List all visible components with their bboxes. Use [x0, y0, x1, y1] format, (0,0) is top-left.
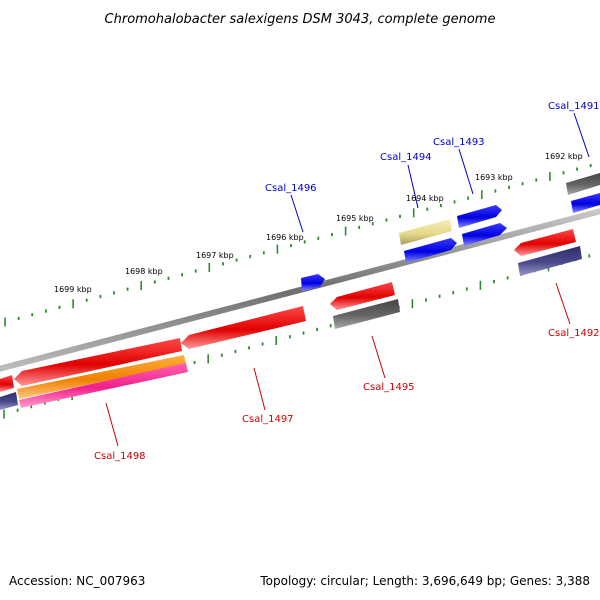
inner-ruler: [3, 254, 591, 419]
callout-line-1496: [290, 194, 304, 233]
callout-line-1495: [371, 335, 386, 379]
gene-label-csal-1494[interactable]: Csal_1494: [380, 152, 432, 163]
gene-label-csal-1491[interactable]: Csal_1491: [548, 101, 600, 112]
feature-navy[interactable]: [518, 246, 582, 276]
accession-text: Accession: NC_007963: [9, 574, 145, 588]
feature-gray[interactable]: [333, 299, 400, 329]
kbp-label-1695: 1695 kbp: [336, 214, 374, 223]
callout-line-1497: [253, 367, 266, 411]
callout-line-1492: [555, 282, 571, 325]
callout-line-1493: [458, 148, 474, 195]
callout-line-1494: [407, 164, 419, 209]
gene-blue-lower[interactable]: [462, 223, 507, 246]
gene-label-csal-1498[interactable]: Csal_1498: [94, 451, 146, 462]
feature-orange[interactable]: [17, 355, 186, 399]
genome-backbone: [0, 208, 600, 372]
gene-label-csal-1495[interactable]: Csal_1495: [363, 382, 415, 393]
gene-csal-1493[interactable]: [457, 205, 502, 228]
gene-csal-1498-red[interactable]: [14, 338, 182, 386]
feature-pink[interactable]: [19, 363, 188, 408]
kbp-label-1698: 1698 kbp: [125, 267, 163, 276]
gene-csal-1494[interactable]: [404, 238, 457, 263]
gene-label-csal-1492[interactable]: Csal_1492: [548, 328, 600, 339]
feature-khaki[interactable]: [399, 219, 452, 245]
callout-line-1491: [573, 112, 590, 158]
gene-csal-1497[interactable]: [181, 306, 306, 349]
gene-csal-1495-red[interactable]: [330, 282, 395, 310]
outer-ruler: [4, 163, 592, 327]
genome-summary-text: Topology: circular; Length: 3,696,649 bp…: [259, 574, 590, 588]
gene-label-csal-1497[interactable]: Csal_1497: [242, 414, 294, 425]
kbp-label-1692: 1692 kbp: [545, 152, 583, 161]
gene-blue-far-right[interactable]: [571, 193, 600, 213]
gene-csal-1496[interactable]: [301, 274, 325, 291]
gene-label-csal-1493[interactable]: Csal_1493: [433, 137, 485, 148]
callout-line-1498: [105, 402, 119, 447]
gene-navy-left-edge[interactable]: [0, 392, 18, 410]
kbp-label-1699: 1699 kbp: [54, 285, 92, 294]
kbp-label-1697: 1697 kbp: [196, 251, 234, 260]
map-title: Chromohalobacter salexigens DSM 3043, co…: [105, 12, 496, 27]
gene-red-left-edge[interactable]: [0, 375, 14, 392]
kbp-label-1693: 1693 kbp: [475, 173, 513, 182]
gene-label-csal-1496[interactable]: Csal_1496: [265, 183, 317, 194]
gene-csal-1491[interactable]: [566, 173, 600, 195]
kbp-label-1694: 1694 kbp: [406, 194, 444, 203]
gene-csal-1492-red[interactable]: [514, 229, 576, 256]
kbp-label-1696: 1696 kbp: [266, 233, 304, 242]
